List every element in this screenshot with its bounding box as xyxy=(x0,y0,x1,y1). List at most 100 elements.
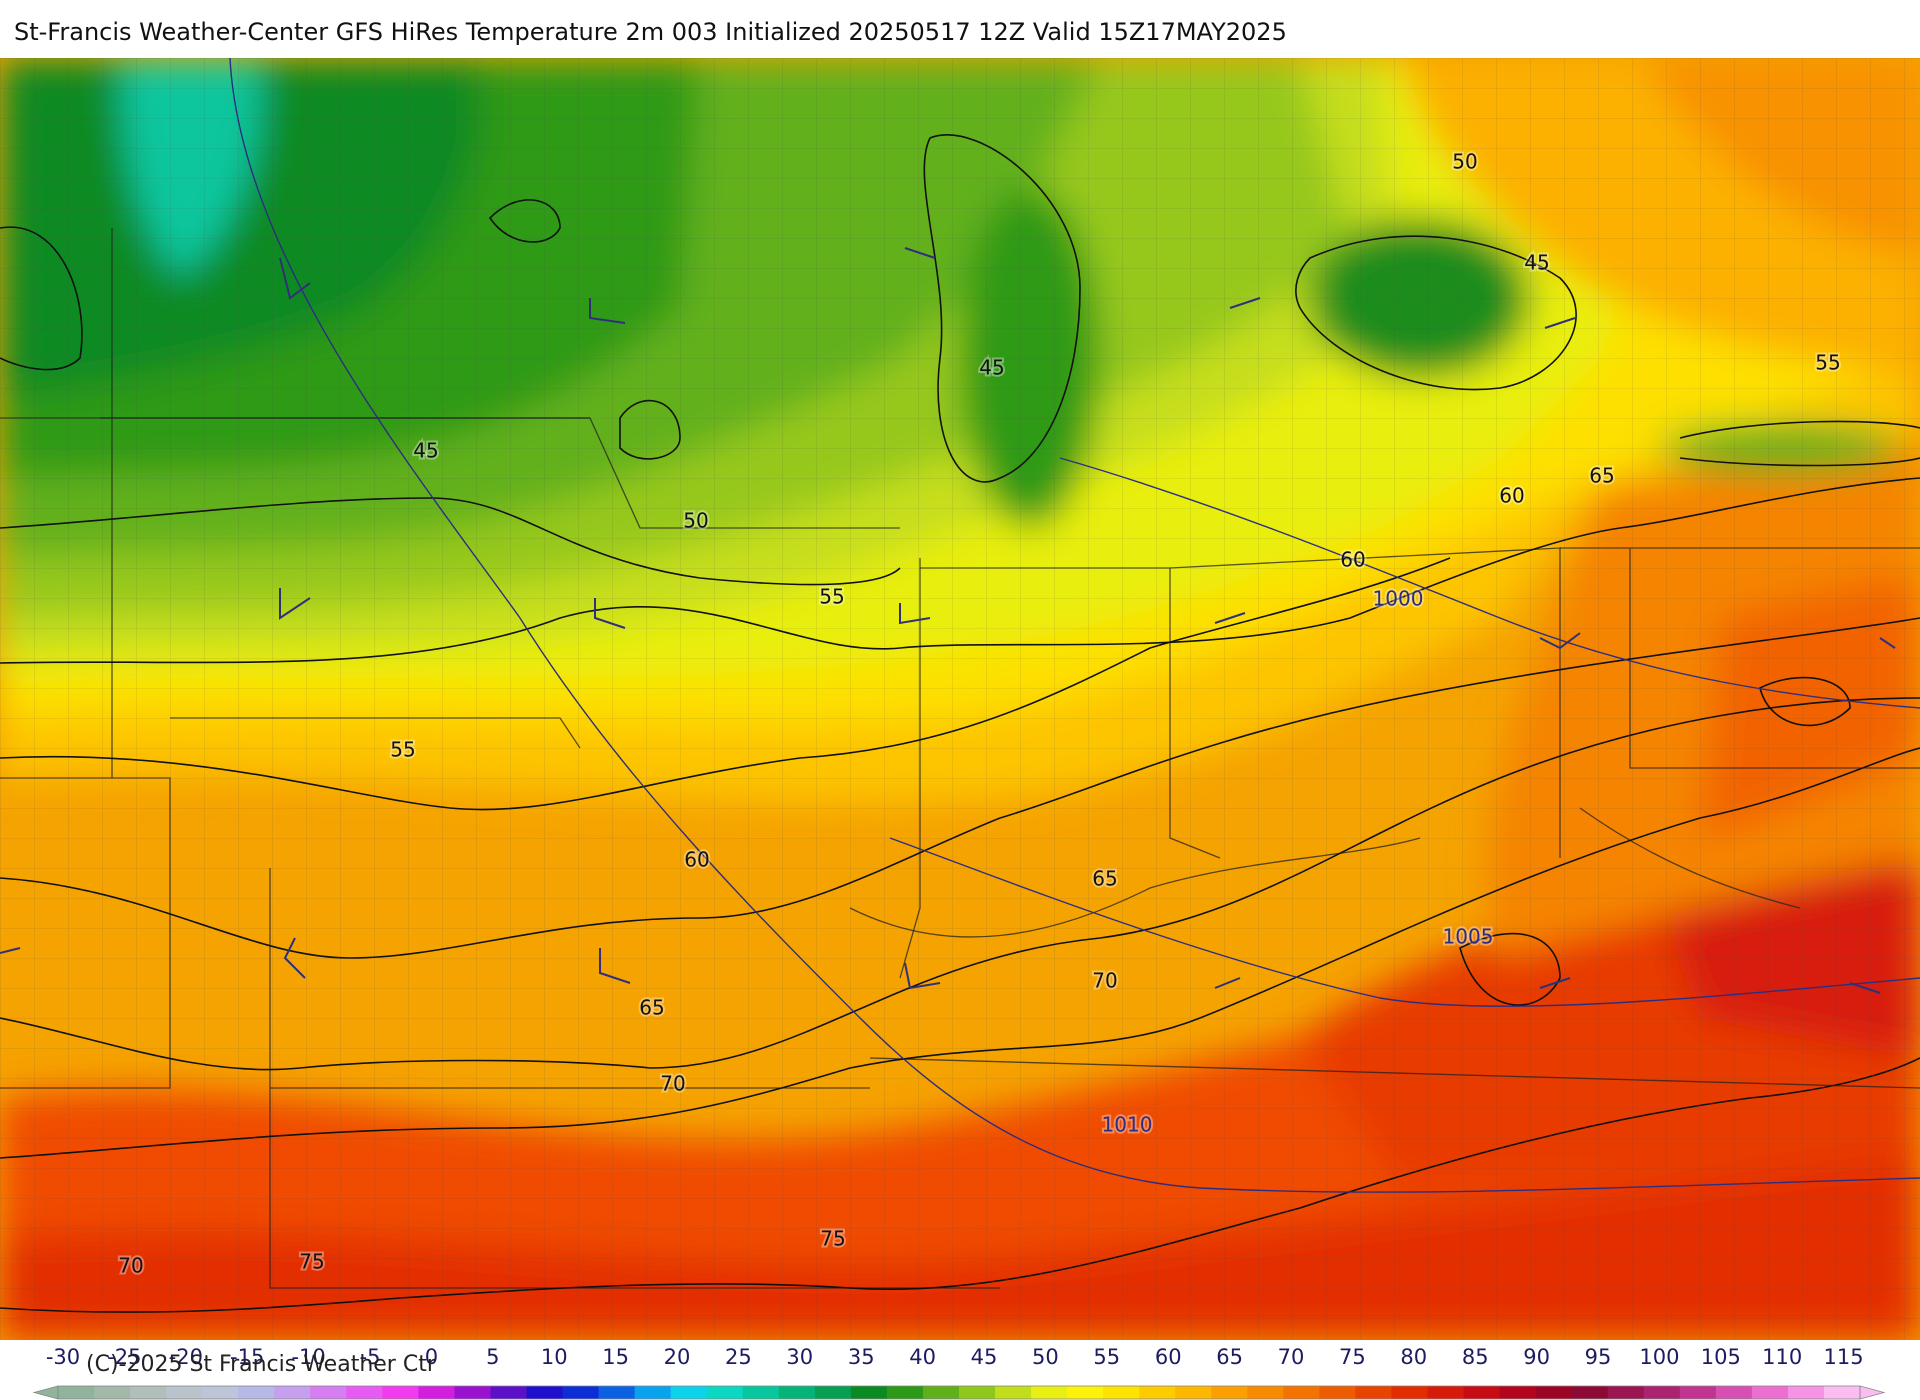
legend-tick-label: 10 xyxy=(541,1345,568,1369)
isotherm-label: 65 xyxy=(1589,464,1614,488)
temperature-fill xyxy=(0,58,1920,1340)
svg-text:1005: 1005 xyxy=(1443,925,1494,949)
legend-color-swatch xyxy=(1175,1386,1212,1399)
legend-color-swatch xyxy=(94,1386,131,1399)
legend-tick-label: -10 xyxy=(291,1345,325,1369)
isotherm-label: 45 xyxy=(979,356,1004,380)
svg-text:55: 55 xyxy=(390,738,415,762)
legend-tick-label: 100 xyxy=(1639,1345,1679,1369)
isotherm-labels: 5050454555556565606060604545454550505555… xyxy=(116,148,1842,1280)
legend-tick-label: -15 xyxy=(230,1345,264,1369)
svg-text:65: 65 xyxy=(1092,867,1117,891)
legend-tick-labels: -30 -25 -20 -15 -10 -5 0 5 10 15 20 25 30 35 40 45 50 55 6… xyxy=(46,1345,1864,1369)
isotherm-label: 55 xyxy=(1815,351,1840,375)
legend-min-arrow xyxy=(32,1385,59,1400)
legend-color-swatch xyxy=(742,1386,780,1399)
isotherm-label: 50 xyxy=(1452,150,1477,174)
legend-color-swatch xyxy=(1787,1386,1825,1399)
legend-tick-label: 15 xyxy=(602,1345,629,1369)
legend-tick-label: 25 xyxy=(725,1345,752,1369)
legend-color-swatch xyxy=(274,1386,311,1399)
isotherm-label: 75 xyxy=(820,1227,845,1251)
isotherm-label: 45 xyxy=(1524,251,1549,275)
isobar-label: 1005 xyxy=(1443,925,1494,949)
legend-color-swatch xyxy=(1679,1386,1717,1399)
isotherm-label: 75 xyxy=(299,1250,324,1274)
legend-tick-label: 40 xyxy=(909,1345,936,1369)
legend-tick-label: 45 xyxy=(971,1345,998,1369)
legend-color-swatch xyxy=(1355,1386,1392,1399)
legend-color-swatch xyxy=(526,1386,564,1399)
legend-tick-label: 0 xyxy=(425,1345,438,1369)
legend-color-swatch xyxy=(490,1386,528,1399)
legend-color-swatch xyxy=(1067,1386,1104,1399)
legend-color-swatch xyxy=(1103,1386,1140,1399)
isotherm-label: 65 xyxy=(1092,867,1117,891)
legend-color-swatch xyxy=(598,1386,636,1399)
legend-color-swatch xyxy=(1643,1386,1681,1399)
svg-text:45: 45 xyxy=(1524,251,1549,275)
svg-text:55: 55 xyxy=(1815,351,1840,375)
legend-tick-label: 95 xyxy=(1585,1345,1612,1369)
legend-tick-label: 5 xyxy=(486,1345,499,1369)
isotherm-label: 70 xyxy=(660,1072,685,1096)
svg-text:70: 70 xyxy=(1092,969,1117,993)
legend-color-swatch xyxy=(959,1386,996,1399)
legend-color-swatch xyxy=(130,1386,167,1399)
isotherm-label: 50 xyxy=(683,509,708,533)
legend-color-swatch xyxy=(1211,1386,1248,1399)
legend-tick-label: 70 xyxy=(1278,1345,1305,1369)
legend-tick-label: -25 xyxy=(107,1345,141,1369)
isotherm-label: 45 xyxy=(413,439,438,463)
legend-color-swatch xyxy=(922,1386,960,1399)
legend-color-swatch xyxy=(238,1386,275,1399)
legend-color-swatch xyxy=(58,1386,95,1399)
legend-max-arrow xyxy=(1859,1385,1886,1400)
isobar-label: 1000 xyxy=(1373,587,1424,611)
legend-color-swatch xyxy=(814,1386,852,1399)
isotherm-label: 55 xyxy=(819,585,844,609)
svg-text:65: 65 xyxy=(639,996,664,1020)
legend-color-swatch xyxy=(886,1386,924,1399)
legend-color-swatch xyxy=(382,1386,419,1399)
legend-color-swatch xyxy=(1031,1386,1068,1399)
legend-tick-label: 50 xyxy=(1032,1345,1059,1369)
legend-color-swatch xyxy=(850,1386,888,1399)
isotherm-label: 60 xyxy=(1340,548,1365,572)
legend-tick-label: 30 xyxy=(786,1345,813,1369)
legend-color-swatch xyxy=(1571,1386,1609,1399)
legend-color-swatch xyxy=(1751,1386,1789,1399)
legend-color-swatch xyxy=(1139,1386,1176,1399)
svg-text:1010: 1010 xyxy=(1102,1113,1153,1137)
legend-color-swatch xyxy=(1463,1386,1501,1399)
svg-text:50: 50 xyxy=(683,509,708,533)
legend-tick-label: 85 xyxy=(1462,1345,1489,1369)
legend-color-swatch xyxy=(202,1386,239,1399)
isotherms xyxy=(0,134,1920,1313)
legend-color-swatch xyxy=(454,1386,491,1399)
svg-text:60: 60 xyxy=(1499,484,1524,508)
legend-color-swatch xyxy=(1715,1386,1753,1399)
legend-color-swatch xyxy=(1283,1386,1320,1399)
isotherm-label: 70 xyxy=(1092,969,1117,993)
legend-tick-label: 115 xyxy=(1824,1345,1864,1369)
isotherm-label: 60 xyxy=(684,848,709,872)
svg-text:50: 50 xyxy=(1452,150,1477,174)
legend-color-swatch xyxy=(310,1386,347,1399)
legend-tick-label: 80 xyxy=(1400,1345,1427,1369)
legend-color-swatch xyxy=(1247,1386,1284,1399)
isotherm-label: 65 xyxy=(639,996,664,1020)
legend-tick-label: 110 xyxy=(1762,1345,1802,1369)
legend-color-swatch xyxy=(1607,1386,1645,1399)
legend-color-swatch xyxy=(1319,1386,1356,1399)
legend-color-swatch xyxy=(1535,1386,1573,1399)
legend-color-swatch xyxy=(562,1386,600,1399)
legend-color-swatch xyxy=(1391,1386,1429,1399)
legend-tick-label: -20 xyxy=(169,1345,203,1369)
legend-tick-label: 105 xyxy=(1701,1345,1741,1369)
isotherm-label: 70 xyxy=(118,1254,143,1278)
wind-barbs xyxy=(0,247,1896,994)
temperature-map[interactable]: 5050454555556565606060604545454550505555… xyxy=(0,58,1920,1340)
isobars xyxy=(229,58,1920,1193)
